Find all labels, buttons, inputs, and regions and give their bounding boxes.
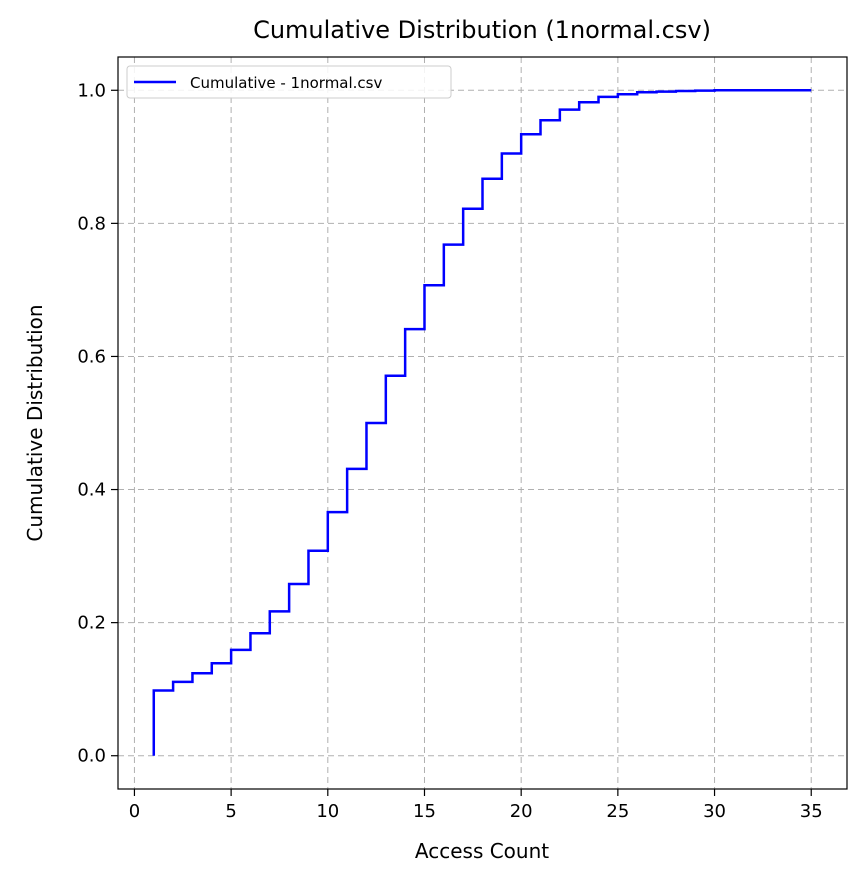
y-tick-label: 0.8 xyxy=(77,213,106,234)
y-tick-label: 0.6 xyxy=(77,346,106,367)
y-tick-label: 0.0 xyxy=(77,746,106,767)
x-tick-label: 15 xyxy=(413,801,436,822)
x-tick-label: 10 xyxy=(316,801,339,822)
y-tick-label: 0.2 xyxy=(77,613,106,634)
x-tick-label: 30 xyxy=(703,801,726,822)
grid xyxy=(118,57,847,789)
x-tick-label: 0 xyxy=(129,801,140,822)
legend-box xyxy=(126,65,452,99)
y-tick-label: 1.0 xyxy=(77,80,106,101)
x-tick-label: 25 xyxy=(606,801,629,822)
plot-frame xyxy=(117,56,848,790)
x-tick-label: 20 xyxy=(510,801,533,822)
chart-title: Cumulative Distribution (1normal.csv) xyxy=(253,16,711,44)
y-axis: 0.0 0.2 0.4 0.6 0.8 1.0 xyxy=(77,80,118,767)
x-tick-label: 5 xyxy=(225,801,236,822)
legend: Cumulative - 1normal.csv xyxy=(126,65,452,99)
y-tick-label: 0.4 xyxy=(77,480,106,501)
y-axis-label: Cumulative Distribution xyxy=(23,304,47,541)
x-tick-label: 35 xyxy=(800,801,823,822)
x-axis-label: Access Count xyxy=(415,839,549,863)
series-line-cumulative xyxy=(152,89,812,756)
x-axis: 0 5 10 15 20 25 30 35 xyxy=(129,789,823,822)
legend-label: Cumulative - 1normal.csv xyxy=(190,74,382,92)
series-layer xyxy=(152,89,812,756)
